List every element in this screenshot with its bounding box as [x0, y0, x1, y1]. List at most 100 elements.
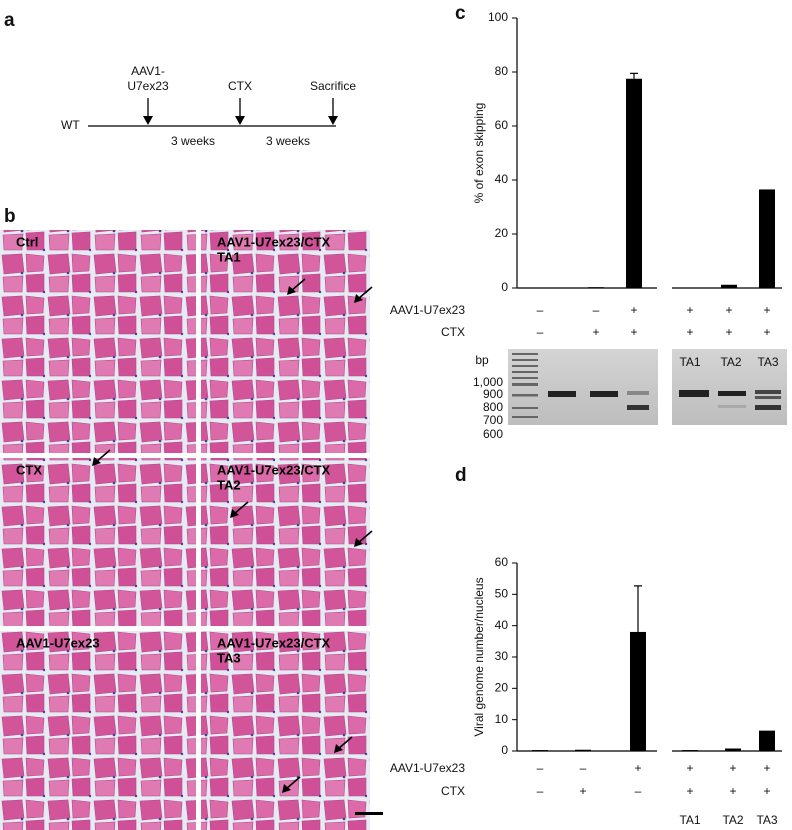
y-tick-label: 20 — [495, 226, 509, 240]
condition-value: + — [686, 761, 693, 775]
bar — [532, 750, 548, 751]
histology-label: AAV1-U7ex23 — [16, 635, 100, 650]
condition-value: – — [537, 784, 544, 798]
gel-marker: 700 — [483, 413, 503, 427]
arrow-head — [230, 509, 239, 518]
condition-value: + — [763, 784, 770, 798]
histology-label: CTX — [16, 462, 42, 477]
histology-image — [201, 458, 370, 626]
histology-label: AAV1-U7ex23/CTX — [217, 234, 331, 249]
condition-name: CTX — [441, 784, 465, 798]
scale-bar — [355, 812, 383, 815]
condition-value: + — [592, 325, 599, 339]
gel-lane: TA2 — [720, 355, 741, 369]
condition-value: + — [686, 325, 693, 339]
bar — [759, 189, 775, 288]
y-tick-label: 60 — [495, 555, 509, 569]
x-tick-label: TA1 — [679, 813, 700, 827]
condition-value: + — [729, 784, 736, 798]
gel-image — [672, 349, 787, 425]
condition-value: – — [635, 784, 642, 798]
bar — [588, 287, 604, 288]
histology-image — [201, 230, 370, 453]
histology-image — [0, 230, 196, 453]
interval-label: 3 weeks — [171, 134, 215, 148]
arrow — [233, 501, 249, 515]
y-axis-label: Viral genome number/nucleus — [472, 577, 486, 736]
y-tick-label: 40 — [495, 618, 509, 632]
bar — [721, 284, 737, 288]
ladder — [512, 353, 538, 418]
condition-value: + — [630, 325, 637, 339]
event-label: CTX — [228, 79, 252, 93]
panel-label: c — [455, 3, 466, 24]
y-tick-label: 60 — [495, 118, 509, 132]
histology-label: Ctrl — [16, 234, 38, 249]
y-axis-label: % of exon skipping — [472, 103, 486, 204]
gel-lane: TA3 — [757, 355, 778, 369]
arrows — [143, 98, 338, 125]
timeline-start: WT — [61, 118, 80, 132]
arrow — [337, 736, 353, 750]
arrow — [290, 278, 306, 292]
histology-label: TA3 — [217, 650, 241, 665]
condition-value: + — [725, 325, 732, 339]
event-label: Sacrifice — [310, 79, 356, 93]
condition-value: – — [580, 761, 587, 775]
condition-value: + — [763, 761, 770, 775]
condition-value: – — [537, 325, 544, 339]
histology-image — [0, 458, 196, 626]
gel-marker: 600 — [483, 427, 503, 441]
arrow-head — [287, 286, 296, 295]
y-tick-label: 100 — [488, 10, 508, 24]
arrow — [285, 776, 301, 790]
condition-name: CTX — [441, 325, 465, 339]
y-tick-label: 0 — [501, 280, 508, 294]
arrow — [357, 286, 373, 300]
histology-label: TA1 — [217, 249, 241, 264]
condition-name: AAV1-U7ex23 — [390, 303, 465, 317]
bar — [725, 748, 741, 751]
arrow-head — [92, 457, 101, 466]
condition-value: + — [725, 303, 732, 317]
gel: bp 1,000 900 800 700 600 TA1 TA2 TA3 — [473, 349, 787, 441]
histology-label: AAV1-U7ex23/CTX — [217, 635, 331, 650]
gel-bands — [548, 390, 781, 410]
condition-value: + — [634, 761, 641, 775]
gel-marker: 900 — [483, 387, 503, 401]
x-tick-label: TA2 — [722, 813, 743, 827]
condition-value: + — [579, 784, 586, 798]
condition-value: – — [537, 303, 544, 317]
condition-value: + — [763, 325, 770, 339]
arrow — [357, 530, 373, 544]
histology-label: TA2 — [217, 477, 241, 492]
condition-value: + — [630, 303, 637, 317]
event-label: AAV1- — [131, 64, 165, 78]
gel-image — [508, 349, 658, 425]
timeline: WT AAV1- U7ex23 CTX Sacrifice 3 weeks 3 … — [61, 64, 356, 148]
bar — [682, 750, 698, 751]
condition-value: + — [686, 303, 693, 317]
gel-marker: 1,000 — [473, 375, 503, 389]
y-tick-label: 20 — [495, 681, 509, 695]
condition-value: – — [593, 303, 600, 317]
condition-value: + — [729, 761, 736, 775]
arrow-head — [354, 538, 363, 547]
panel-label: d — [455, 465, 467, 486]
histology-label: AAV1-U7ex23/CTX — [217, 462, 331, 477]
y-tick-label: 0 — [501, 743, 508, 757]
arrow — [95, 449, 111, 463]
condition-value: + — [763, 303, 770, 317]
y-tick-label: 30 — [495, 649, 509, 663]
y-tick-label: 40 — [495, 172, 509, 186]
histology-image — [201, 631, 370, 830]
bar — [626, 78, 642, 288]
condition-name: AAV1-U7ex23 — [390, 761, 465, 775]
arrow-head — [354, 294, 363, 303]
y-tick-label: 10 — [495, 712, 509, 726]
arrow-head — [282, 784, 291, 793]
interval-label: 3 weeks — [266, 134, 310, 148]
bar — [759, 730, 775, 751]
